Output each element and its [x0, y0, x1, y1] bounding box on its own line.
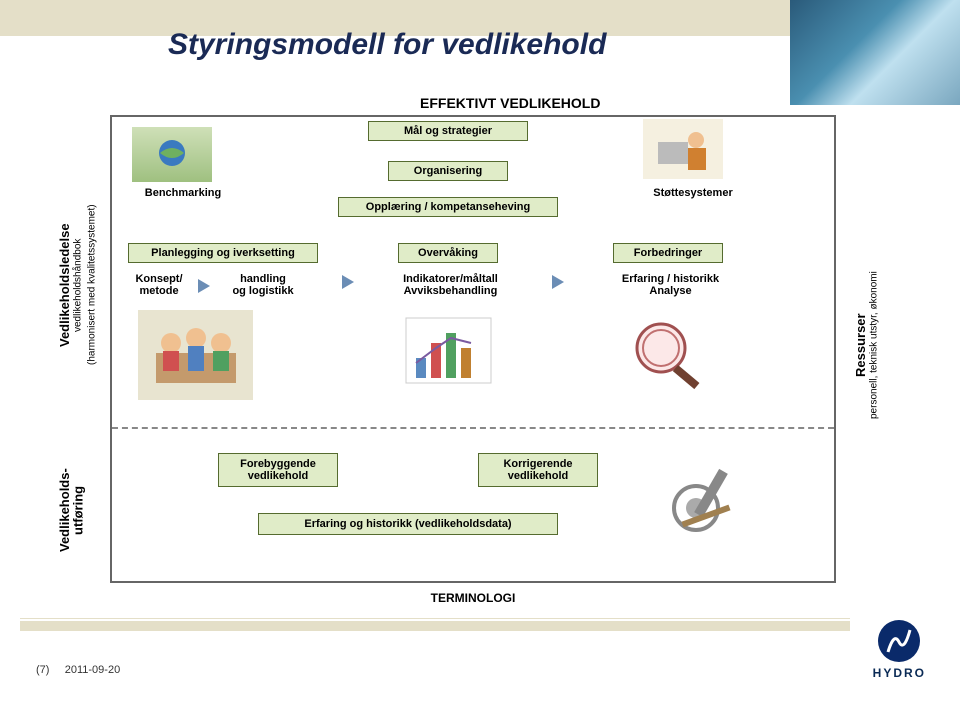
box-erfaring-hist: Erfaring og historikk (vedlikeholdsdata) — [258, 513, 558, 535]
box-korrigerende: Korrigerende vedlikehold — [478, 453, 598, 487]
handling-label: handling og logistikk — [218, 273, 308, 297]
meeting-image — [138, 310, 253, 400]
indikatorer-label: Indikatorer/måltall Avviksbehandling — [378, 273, 523, 297]
logo-text: HYDRO — [873, 666, 926, 680]
box-opplaring: Opplæring / kompetanseheving — [338, 197, 558, 217]
erfaring-label: Erfaring / historikk Analyse — [598, 273, 743, 297]
arrow-2 — [342, 275, 354, 289]
left-label-management: Vedlikeholdsledelse vedlikeholdshåndbok … — [58, 155, 99, 415]
benchmarking-label: Benchmarking — [138, 187, 228, 199]
box-forbedringer: Forbedringer — [613, 243, 723, 263]
right-label-resources: Ressurser personell, teknisk utstyr, øko… — [854, 165, 888, 525]
page-number: (7) — [36, 664, 49, 676]
magnifier-image — [623, 310, 718, 395]
arrow-1 — [198, 279, 210, 293]
diagram-header: EFFEKTIVT VEDLIKEHOLD — [420, 95, 600, 111]
box-mal: Mål og strategier — [368, 121, 528, 141]
box-planlegging: Planlegging og iverksetting — [128, 243, 318, 263]
header-photo — [790, 0, 960, 105]
arrow-3 — [552, 275, 564, 289]
box-overvaking: Overvåking — [398, 243, 498, 263]
footer-line — [20, 618, 850, 619]
globe-image — [132, 127, 212, 182]
left-label-1-sub2: (harmonisert med kvalitetssystemet) — [86, 205, 97, 366]
left-label-execution: Vedlikeholds- utføring — [58, 445, 85, 575]
people-image — [643, 119, 723, 179]
left-label-1-main: Vedlikeholdsledelse — [57, 223, 72, 347]
left-label-1-sub1: vedlikeholdshåndbok — [73, 238, 84, 331]
page-title: Styringsmodell for vedlikehold — [168, 28, 606, 62]
diagram: Vedlikeholdsledelse vedlikeholdshåndbok … — [58, 115, 888, 595]
right-label-sub: personell, teknisk utstyr, økonomi — [869, 271, 880, 419]
footer: (7) 2011-09-20 — [36, 664, 120, 676]
box-forebyggende: Forebyggende vedlikehold — [218, 453, 338, 487]
right-label-main: Ressurser — [853, 313, 868, 377]
chart-image — [398, 310, 498, 390]
footer-date: 2011-09-20 — [65, 664, 120, 676]
dashed-divider — [112, 427, 834, 429]
box-org: Organisering — [388, 161, 508, 181]
stotte-label: Støttesystemer — [638, 187, 748, 199]
footer-band — [20, 621, 850, 631]
hydro-logo: HYDRO — [873, 618, 926, 680]
terminology-label: TERMINOLOGI — [112, 585, 834, 605]
left-label-2-sub: utføring — [71, 485, 86, 534]
konsept-label: Konsept/ metode — [124, 273, 194, 297]
tool-image — [658, 455, 753, 550]
